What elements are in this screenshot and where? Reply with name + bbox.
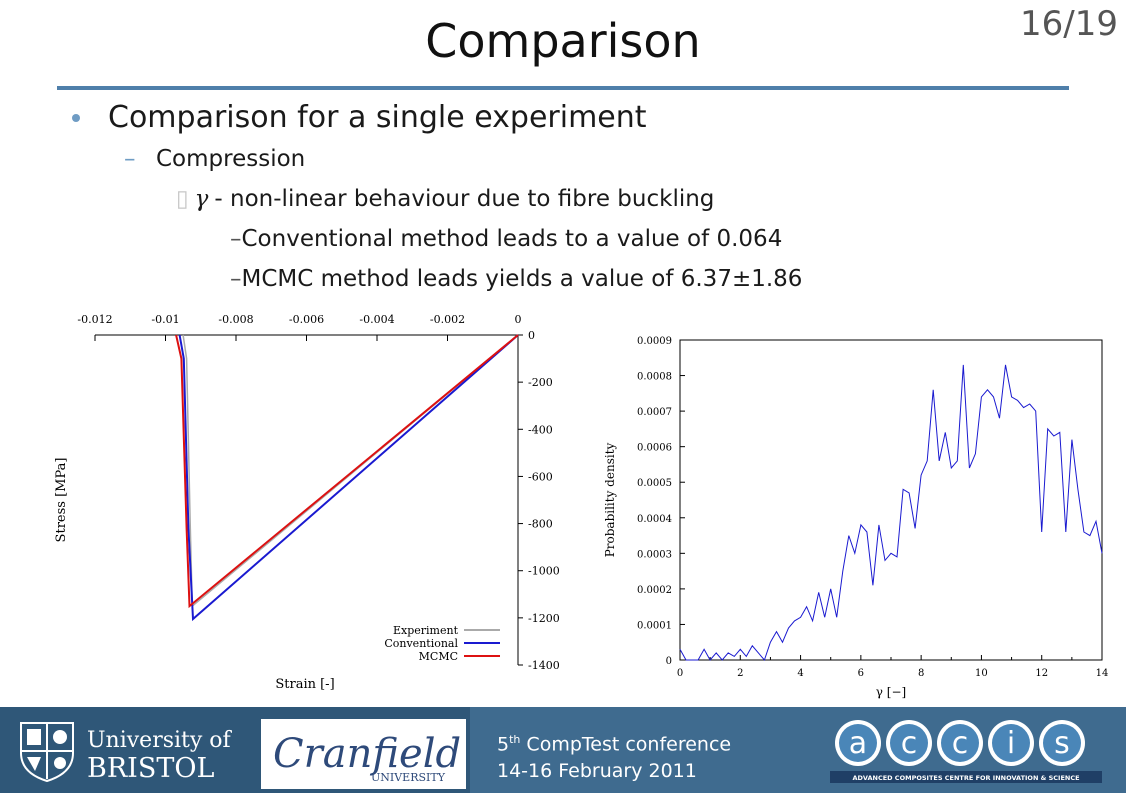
y-tick-label: 0 xyxy=(528,329,535,342)
bullet-level4-mcmc: –MCMC method leads yields a value of 6.3… xyxy=(230,266,802,292)
y-tick-label: -600 xyxy=(528,470,553,483)
gamma-symbol: γ xyxy=(194,186,209,212)
y-tick-label: -800 xyxy=(528,518,553,531)
plot-frame xyxy=(679,339,1103,661)
accis-circle-inner xyxy=(941,724,979,762)
density-series-line xyxy=(679,364,1103,662)
y-tick-label: 0 xyxy=(666,656,672,667)
bullet-level4-text: MCMC method leads yields a value of 6.37… xyxy=(241,266,803,292)
series-line-experiment xyxy=(182,334,519,608)
x-tick-label: -0.004 xyxy=(359,313,394,326)
bristol-line1: University of xyxy=(87,728,233,753)
y-tick-label: -1400 xyxy=(528,659,560,672)
square-bullet-icon: ▯ xyxy=(176,186,189,212)
y-tick-label: -400 xyxy=(528,423,553,436)
bullet-level4-text: Conventional method leads to a value of … xyxy=(241,226,783,252)
bullet-level3-text: - non-linear behaviour due to fibre buck… xyxy=(214,186,715,212)
series-line-conventional xyxy=(178,334,519,622)
dash-marker: – xyxy=(230,226,242,252)
accis-letter: c xyxy=(952,726,969,761)
y-tick-label: -1200 xyxy=(528,612,560,625)
y-tick-label: -200 xyxy=(528,376,553,389)
bullet-level1: Comparison for a single experiment xyxy=(108,100,647,135)
y-tick-label: 0.0001 xyxy=(637,620,672,631)
bullet-level3: ▯ γ - non-linear behaviour due to fibre bu… xyxy=(176,186,714,212)
x-axis-label: γ [−] xyxy=(876,685,906,699)
accis-tagline-bar xyxy=(830,771,1102,783)
conference-dates: 14-16 February 2011 xyxy=(497,760,697,783)
y-tick-label: 0.0009 xyxy=(637,336,672,347)
x-tick-label: 6 xyxy=(858,668,864,679)
y-axis-label: Stress [MPa] xyxy=(54,458,69,543)
y-tick-label: 0.0005 xyxy=(637,478,672,489)
x-tick-label: 0 xyxy=(677,668,683,679)
x-tick-label: -0.01 xyxy=(151,313,179,326)
dash-marker: – xyxy=(124,146,136,172)
x-tick-label: -0.012 xyxy=(77,313,112,326)
x-axis-label: Strain [-] xyxy=(275,677,334,692)
probability-density-chart: 0 2 4 6 8 10 12 14 0 0.0001 0.0002 0.0003 0.0004 0.00… xyxy=(603,336,1109,699)
y-tick-label: 0.0008 xyxy=(637,372,672,383)
y-tick-label: 0.0003 xyxy=(637,549,672,560)
y-axis-label: Probability density xyxy=(603,442,617,557)
x-tick-label: 0 xyxy=(515,313,522,326)
bullet-dot xyxy=(72,114,80,122)
x-tick-label: 8 xyxy=(918,668,924,679)
y-tick-label: -1000 xyxy=(528,565,560,578)
y-tick-label: 0.0007 xyxy=(637,407,672,418)
legend-label: Experiment xyxy=(393,624,459,637)
bristol-line2: BRISTOL xyxy=(87,753,214,784)
title-divider xyxy=(57,86,1069,90)
cranfield-university-logo: Cranfield UNIVERSITY xyxy=(261,719,466,789)
stress-strain-chart: -0.012 -0.01 -0.008 -0.006 -0.004 -0.002 00 -20… xyxy=(54,313,560,692)
cranfield-sub: UNIVERSITY xyxy=(371,771,446,784)
x-tick-label: -0.008 xyxy=(218,313,253,326)
accis-circle-inner xyxy=(992,724,1030,762)
x-tick-label: -0.006 xyxy=(289,313,324,326)
conference-line1: 5th CompTest conference xyxy=(497,733,732,756)
bullet-level4-conventional: –Conventional method leads to a value of… xyxy=(230,226,782,252)
y-tick-label: 0.0004 xyxy=(637,514,672,525)
x-tick-label: -0.002 xyxy=(430,313,465,326)
slide-title: Comparison xyxy=(425,14,701,68)
legend-label: MCMC xyxy=(419,650,458,663)
accis-circle-inner xyxy=(839,724,877,762)
accis-letter: s xyxy=(1054,726,1070,761)
x-tick-label: 14 xyxy=(1096,668,1109,679)
accis-letter: c xyxy=(901,726,918,761)
conference-info: 5th CompTest conference 14-16 February 2… xyxy=(497,726,731,785)
accis-letter: a xyxy=(849,726,867,761)
accis-circle-inner xyxy=(890,724,928,762)
x-tick-label: 4 xyxy=(797,668,803,679)
legend-label: Conventional xyxy=(384,637,458,650)
cranfield-name: Cranfield xyxy=(273,731,461,777)
university-of-bristol-logo: University of BRISTOL xyxy=(20,722,233,784)
x-tick-label: 2 xyxy=(737,668,743,679)
y-tick-label: 0.0002 xyxy=(637,585,672,596)
x-tick-label: 12 xyxy=(1035,668,1048,679)
bullet-level2: Compression xyxy=(156,146,306,172)
accis-tagline: ADVANCED COMPOSITES CENTRE FOR INNOVATIO… xyxy=(852,774,1079,782)
y-tick-label: 0.0006 xyxy=(637,443,672,454)
accis-letter: i xyxy=(1007,726,1015,761)
x-tick-label: 10 xyxy=(975,668,988,679)
accis-circle-inner xyxy=(1043,724,1081,762)
page-number: 16/19 xyxy=(1020,4,1118,44)
dash-marker: – xyxy=(230,266,242,292)
series-line-mcmc xyxy=(175,334,519,609)
